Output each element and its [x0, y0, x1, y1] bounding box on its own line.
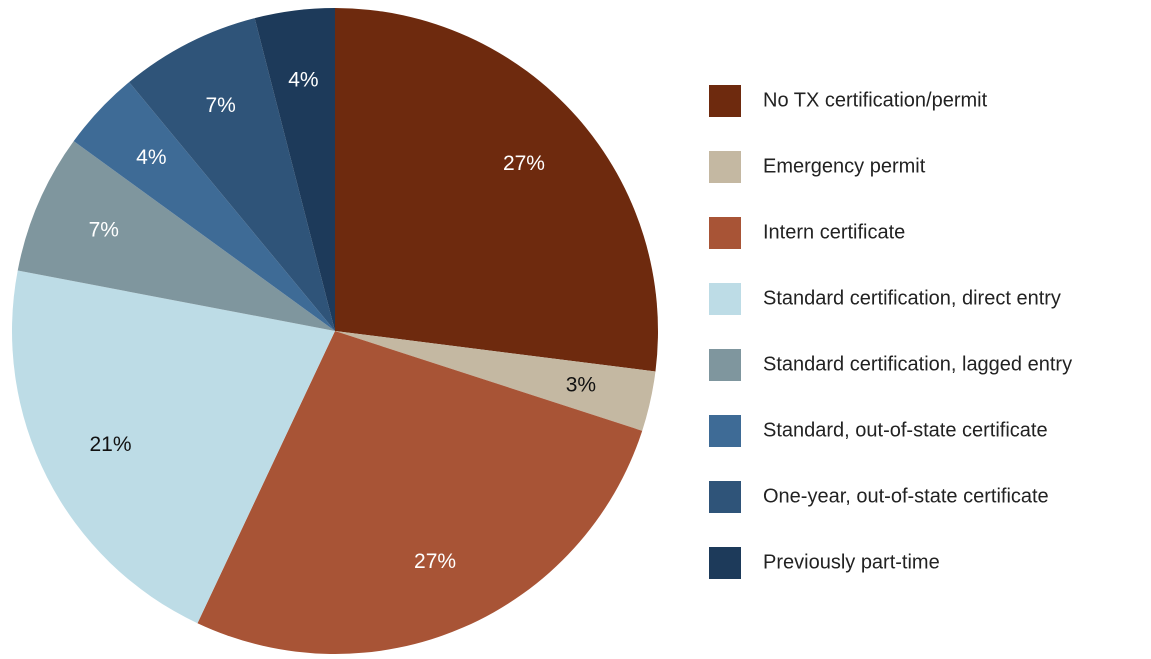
- legend-swatch: [709, 481, 741, 513]
- legend-swatch: [709, 85, 741, 117]
- legend-swatch: [709, 151, 741, 183]
- value-label: 7%: [89, 218, 119, 241]
- pie-slice: [73, 82, 336, 331]
- pie-slice: [335, 331, 656, 431]
- legend-swatch: [709, 415, 741, 447]
- value-label: 3%: [566, 374, 596, 397]
- value-label: 4%: [288, 69, 318, 92]
- value-label: 27%: [503, 152, 545, 175]
- pie-slice: [197, 331, 643, 655]
- legend-label: Standard certification, direct entry: [763, 287, 1061, 309]
- pie-slice: [254, 8, 335, 331]
- legend-label: Intern certificate: [763, 221, 905, 243]
- value-label: 27%: [414, 550, 456, 573]
- legend-label: Emergency permit: [763, 155, 926, 177]
- pie-slice: [335, 8, 659, 372]
- legend-label: No TX certification/permit: [763, 89, 988, 111]
- value-label: 7%: [205, 94, 235, 117]
- pie-slice: [129, 18, 335, 331]
- legend-label: Previously part-time: [763, 551, 940, 573]
- legend-swatch: [709, 349, 741, 381]
- value-label: 21%: [90, 433, 132, 456]
- legend-label: Standard certification, lagged entry: [763, 353, 1072, 375]
- legend-label: One-year, out-of-state certificate: [763, 485, 1049, 507]
- pie-slice: [11, 270, 335, 624]
- legend-label: Standard, out-of-state certificate: [763, 419, 1048, 441]
- pie-slice: [17, 141, 335, 331]
- value-label: 4%: [136, 146, 166, 169]
- legend-swatch: [709, 547, 741, 579]
- legend-swatch: [709, 217, 741, 249]
- legend-swatch: [709, 283, 741, 315]
